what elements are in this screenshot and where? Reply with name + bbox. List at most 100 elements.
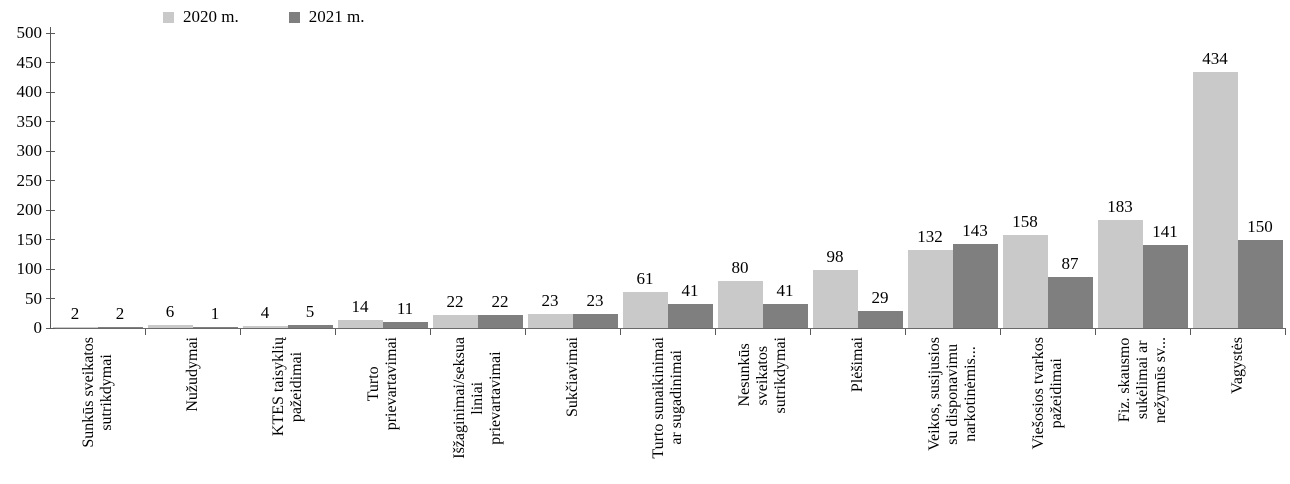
y-axis-tick-label: 150 <box>16 229 43 249</box>
bar-value-label: 41 <box>681 280 699 300</box>
bar-2020: 183 <box>1097 197 1143 328</box>
bar-2021: 23 <box>572 291 618 328</box>
bar-2020: 80 <box>717 258 763 328</box>
bar-2020: 434 <box>1192 49 1238 328</box>
category-label: Sukčiavimai <box>563 337 581 417</box>
bar-value-label: 98 <box>826 247 844 267</box>
bar-value-label: 1 <box>210 304 220 324</box>
bar-2021: 41 <box>667 281 713 328</box>
x-axis-tick <box>1189 329 1191 335</box>
bar-group: 132 143 <box>905 33 1000 328</box>
legend-swatch-2020-icon <box>163 11 174 23</box>
bar-value-label: 23 <box>541 291 559 311</box>
bar-value-label: 41 <box>776 280 794 300</box>
bar-value-label: 87 <box>1061 253 1079 273</box>
bar-group: 158 87 <box>1000 33 1095 328</box>
y-axis-tick-label: 250 <box>16 170 43 190</box>
x-axis-tick <box>619 329 621 335</box>
y-axis-tick <box>46 121 55 122</box>
y-axis-tick-label: 300 <box>16 141 43 160</box>
y-axis-line <box>50 27 51 329</box>
y-axis-tick <box>46 298 55 299</box>
category-label-cell: Veikos, susijusios su disponavimu narkot… <box>905 337 1000 484</box>
bar-2020: 61 <box>622 269 668 328</box>
bar-group: 22 22 <box>430 33 525 328</box>
legend: 2020 m. 2021 m. <box>163 7 364 27</box>
bar-2020: 98 <box>812 247 858 328</box>
x-axis-tick <box>714 329 716 335</box>
bar-group: 61 41 <box>620 33 715 328</box>
category-label-cell: Viešosios tvarkos pažeidimai <box>1000 337 1095 484</box>
bar-2020: 132 <box>907 227 953 328</box>
category-label-cell: Sukčiavimai <box>525 337 620 484</box>
category-label-cell: Nužudymai <box>145 337 240 484</box>
x-axis-line <box>50 328 1286 329</box>
bar-value-label: 23 <box>586 291 604 311</box>
legend-item-2021: 2021 m. <box>288 7 365 27</box>
bar-2020: 2 <box>52 304 98 328</box>
bar-group: 434 150 <box>1190 33 1285 328</box>
category-label-cell: Fiz. skausmo sukėlimai ar nežymūs sv... <box>1095 337 1190 484</box>
bar-value-label: 183 <box>1107 197 1133 216</box>
bar-value-label: 132 <box>917 227 943 247</box>
bar-2020: 158 <box>1002 212 1048 328</box>
y-axis-tick-label: 500 <box>16 23 43 42</box>
bar-2020: 22 <box>432 292 478 328</box>
category-label-cell: Sunkūs sveikatos sutrikdymai <box>50 337 145 484</box>
bar-value-label: 29 <box>871 287 889 307</box>
category-label-cell: Turto prievartavimai <box>335 337 430 484</box>
bar-value-label: 11 <box>396 298 414 318</box>
bar-2021: 41 <box>762 281 808 328</box>
legend-label-2020: 2020 m. <box>183 7 239 26</box>
y-axis-tick <box>46 91 55 93</box>
y-axis-tick <box>46 209 55 211</box>
category-label-cell: Išžaginimai/seksua liniai prievartavimai <box>430 337 525 484</box>
y-axis-tick <box>46 327 55 329</box>
bar-2021: 29 <box>857 288 903 328</box>
bar-group: 14 11 <box>335 33 430 328</box>
y-axis-tick <box>46 62 55 63</box>
legend-label-2021: 2021 m. <box>308 7 365 26</box>
bar-2021: 150 <box>1237 217 1283 328</box>
x-axis-tick <box>1284 329 1286 335</box>
category-label: Vagystės <box>1228 337 1246 394</box>
bar-value-label: 22 <box>491 292 509 311</box>
y-axis-tick <box>46 268 55 270</box>
bar-group: 183 141 <box>1095 33 1190 328</box>
bar-value-label: 158 <box>1012 211 1038 231</box>
category-label-cell: Turto sunaikinimai ar sugadinimai <box>620 337 715 484</box>
bar-value-label: 61 <box>636 269 654 288</box>
bar-2021: 1 <box>192 304 238 328</box>
bar-value-label: 2 <box>115 303 125 323</box>
y-axis-tick-label: 0 <box>33 318 43 337</box>
bar-2020: 23 <box>527 291 573 328</box>
x-axis-tick <box>429 329 431 335</box>
x-axis-tick <box>524 329 526 335</box>
bar-group: 80 41 <box>715 33 810 328</box>
bar-value-label: 22 <box>446 292 464 311</box>
category-label: KTES taisyklių pažeidimai <box>269 337 305 437</box>
plot-area: 2 2 6 1 4 5 14 11 22 22 23 23 61 41 80 41 98 29 132 143 158 8… <box>50 33 1285 328</box>
bar-value-label: 434 <box>1202 48 1228 68</box>
category-label-cell: Plėšimai <box>810 337 905 484</box>
y-axis-tick <box>46 180 55 181</box>
category-label: Veikos, susijusios su disponavimu narkot… <box>925 337 979 451</box>
category-label: Sunkūs sveikatos sutrikdymai <box>79 337 115 448</box>
category-label: Fiz. skausmo sukėlimai ar nežymūs sv... <box>1115 337 1169 424</box>
bar-2020: 6 <box>147 302 193 328</box>
bar-2021: 11 <box>382 299 428 328</box>
category-label-cell: Nesunkūs sveikatos sutrikdymai <box>715 337 810 484</box>
y-axis-tick-label: 50 <box>25 288 42 308</box>
bar-value-label: 150 <box>1247 216 1273 236</box>
bar-value-label: 5 <box>305 302 315 321</box>
category-label: Nužudymai <box>183 337 201 412</box>
bar-value-label: 141 <box>1152 221 1178 241</box>
bar-value-label: 80 <box>731 257 749 277</box>
x-axis-tick <box>904 329 906 335</box>
category-label-cell: KTES taisyklių pažeidimai <box>240 337 335 484</box>
legend-swatch-2021-icon <box>288 11 300 23</box>
bar-value-label: 2 <box>70 303 80 323</box>
bar-2021: 87 <box>1047 254 1093 328</box>
legend-item-2020: 2020 m. <box>163 7 239 27</box>
